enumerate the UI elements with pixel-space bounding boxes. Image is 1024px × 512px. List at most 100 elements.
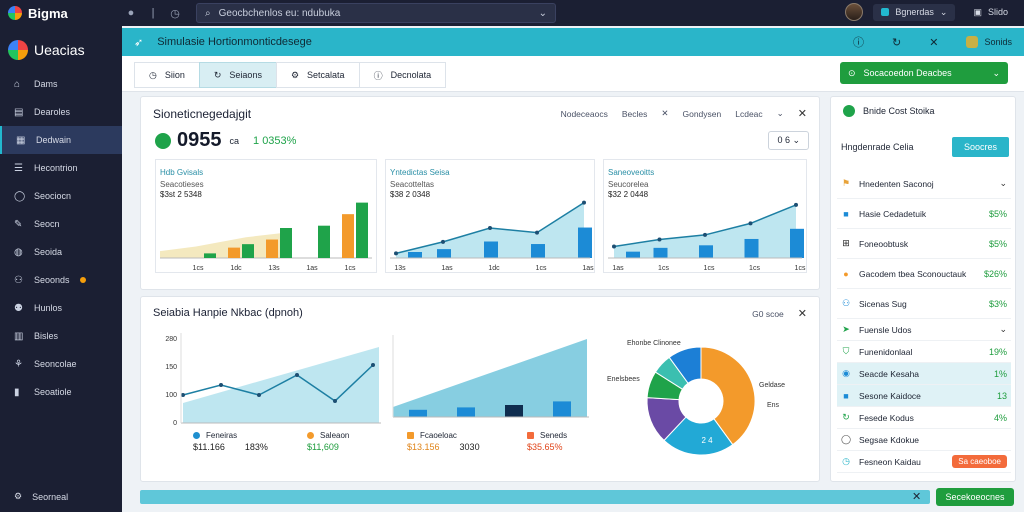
bar (653, 247, 668, 258)
paper-icon: ➤ (842, 324, 850, 334)
tab-label: Decnolata (390, 70, 432, 80)
slides-chip-label: Slido (987, 7, 1008, 17)
list-item-label: Sesone Kaidoce (859, 390, 921, 401)
data-point (748, 221, 753, 226)
close-small-icon[interactable]: ✕ (661, 108, 669, 118)
series-line (182, 364, 374, 402)
panel-title: Seiabia Hanpie Nkbac (dpnoh) (153, 307, 303, 319)
sidebar-item[interactable]: ⚘ Seoncolae (0, 350, 122, 378)
sidebar-item[interactable]: ▤ Dearoles (0, 98, 122, 126)
action-dropdown[interactable]: ⊙ Socacoedon Deacbes ⌄ (840, 62, 1008, 84)
flag-icon: ⚑ (841, 178, 851, 188)
sidebar-item[interactable]: ✎ Seocn (0, 210, 122, 238)
close-icon[interactable]: ✕ (797, 308, 807, 320)
clock-icon[interactable]: ◷ (170, 7, 180, 20)
chevron-down-icon[interactable]: ⌄ (776, 108, 784, 118)
control-2[interactable]: Becles (621, 108, 648, 119)
sidebar-item[interactable]: ⚉ Hunlos (0, 294, 122, 322)
sidebar-item-label: Dams (34, 79, 58, 89)
status-header: Bnide Cost Stoika (843, 105, 935, 117)
close-icon[interactable]: ✕ (912, 491, 922, 503)
list-item[interactable]: ⊞ Foneoobtusk $5% (837, 229, 1011, 259)
kpi-delta: 1 0353% (253, 134, 297, 147)
tab-bar: ◷ Siion ↻ Seiaons ⚙ Setcalata ⓘ Decnolata ⊙ Soc… (122, 56, 1024, 92)
section-title: Hngdenrade Celia (841, 142, 914, 152)
sidebar-item[interactable]: ◍ Seoida (0, 238, 122, 266)
list-item[interactable]: ⛉ Funenidonlaal 19% (837, 341, 1011, 363)
progress-bar (140, 490, 930, 504)
refresh-icon: ↻ (842, 412, 850, 422)
close-icon[interactable]: ✕ (929, 36, 939, 49)
info-icon[interactable]: ⓘ (853, 37, 865, 49)
y-tick-label: 0 (173, 420, 177, 427)
list-item[interactable]: ⚑ Hnedenten Saconoj ⌄ (837, 169, 1011, 199)
sidebar-item[interactable]: ▮ Seoatiole (0, 378, 122, 406)
list-item[interactable]: ■ Sesone Kaidoce 13 (837, 385, 1011, 407)
divider-icon: | (151, 7, 155, 19)
sidebar-item[interactable]: ⌂ Dams (0, 70, 122, 98)
tick-label: 1cs (749, 265, 760, 272)
control-3[interactable]: Gondysen (682, 108, 722, 119)
sidebar-item[interactable]: ▥ Bisles (0, 322, 122, 350)
close-icon[interactable]: ✕ (797, 108, 807, 120)
bar (437, 249, 451, 258)
list-item-value: $5% (988, 238, 1007, 249)
search-input[interactable]: ⌕ Geocbchenlos eu: ndubuka ⌄ (196, 3, 556, 23)
control-1[interactable]: G0 scoe (752, 308, 784, 319)
tab[interactable]: ↻ Seiaons (198, 62, 277, 88)
chevron-down-icon[interactable]: ⌄ (538, 7, 547, 19)
status-panel: Bnide Cost Stoika Hngdenrade Celia Soocr… (830, 96, 1016, 482)
sidebar-item[interactable]: ◯ Seociocn (0, 182, 122, 210)
bar-chart: 1cs 1dc 13s 1as 1cs (160, 202, 372, 272)
brand[interactable]: Bigma (0, 6, 120, 21)
legend-amount: $13.156 (407, 442, 440, 452)
status-icon (155, 132, 171, 149)
sidebar-item[interactable]: ☰ Hecontrion (0, 154, 122, 182)
list-item-label: Hnedenten Saconoj (859, 178, 934, 189)
sidebar-footer[interactable]: ⚙ Seorneal (14, 491, 68, 502)
tick-label: 1cs (193, 265, 204, 272)
bar (228, 247, 240, 258)
user-chip[interactable]: Bgnerdas ⌄ (873, 3, 956, 21)
list-item[interactable]: ➤ Fuensle Udos ⌄ (837, 319, 1011, 341)
list-item[interactable]: ◷ Fesneon Kaidau Sa caeoboe (837, 451, 1011, 473)
list-item[interactable]: ■ Hasie Cedadetuik $5% (837, 199, 1011, 229)
refresh-icon[interactable]: ↻ (892, 36, 902, 49)
slides-chip[interactable]: ▣ Slido (965, 4, 1016, 21)
avatar[interactable] (845, 3, 864, 21)
list-item[interactable]: ● Gacodem tbea Sconouctauk $26% (837, 259, 1011, 289)
mini-sub: Seacotieses (160, 180, 204, 189)
tab[interactable]: ⓘ Decnolata (358, 62, 447, 88)
chevron-down-icon: ⌄ (992, 67, 1000, 78)
mini-value: $32 2 0448 (608, 190, 649, 199)
tab[interactable]: ⚙ Setcalata (275, 62, 360, 88)
mini-title: Hdb Gvisals (160, 168, 204, 177)
sidebar-header: Ueacias (0, 26, 122, 70)
area-chart: 13s 1as 1dc 1cs 1as (390, 200, 594, 272)
sidebar-item-label: Seoonds (34, 275, 70, 285)
clock-icon: ◷ (842, 456, 850, 466)
list-item[interactable]: ◉ Seacde Kesaha 1% (837, 363, 1011, 385)
control-1[interactable]: Nodeceaocs (560, 108, 608, 119)
page-title: Simulasie Hortionmonticdesege (157, 36, 312, 48)
data-point (371, 363, 375, 367)
circle-icon[interactable]: ● (127, 7, 135, 19)
list-item[interactable]: ↻ Fesede Kodus 4% (837, 407, 1011, 429)
mini-title: Saneoveoitts (608, 168, 655, 177)
bottom-action-button[interactable]: Secekoeocnes (936, 488, 1014, 506)
data-point (535, 230, 539, 235)
control-4[interactable]: Lcdeac (735, 108, 763, 119)
primary-button[interactable]: Soocres (951, 137, 1009, 157)
legend-amount: $35.65% (527, 442, 563, 452)
list-item[interactable]: ◯ Segsae Kdokue (837, 429, 1011, 451)
tab[interactable]: ◷ Siion (134, 62, 200, 88)
zoom-control[interactable]: 0 6 ⌄ (768, 131, 809, 150)
clock-icon: ◷ (149, 69, 157, 80)
status-badge[interactable]: Sa caeoboe (952, 455, 1007, 468)
users-icon: ⚇ (841, 298, 851, 308)
list-item[interactable]: ⚇ Sicenas Sug $3% (837, 289, 1011, 319)
pie-slice (700, 346, 756, 446)
header-chip[interactable]: Sonids (966, 36, 1012, 48)
sidebar-item[interactable]: ⚇ Seoonds (0, 266, 122, 294)
sidebar-item[interactable]: ▦ Dedwain (0, 126, 122, 154)
